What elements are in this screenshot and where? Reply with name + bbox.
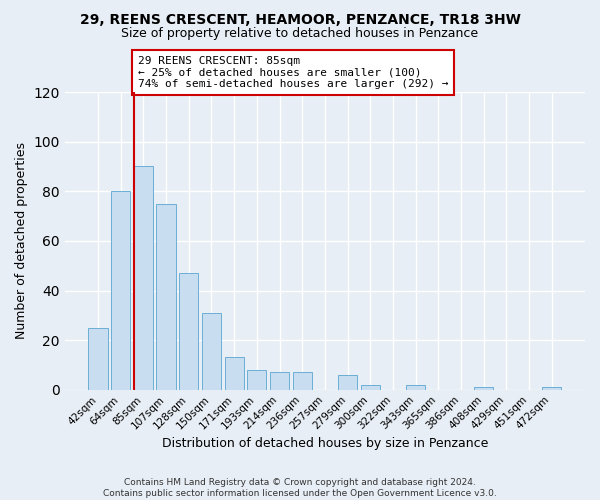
Bar: [474, 387, 493, 390]
Bar: [542, 387, 562, 390]
Text: 29, REENS CRESCENT, HEAMOOR, PENZANCE, TR18 3HW: 29, REENS CRESCENT, HEAMOOR, PENZANCE, T…: [80, 12, 520, 26]
Bar: [361, 385, 380, 390]
Text: 29 REENS CRESCENT: 85sqm
← 25% of detached houses are smaller (100)
74% of semi-: 29 REENS CRESCENT: 85sqm ← 25% of detach…: [137, 56, 448, 89]
Bar: [406, 385, 425, 390]
Bar: [247, 370, 266, 390]
Text: Contains HM Land Registry data © Crown copyright and database right 2024.
Contai: Contains HM Land Registry data © Crown c…: [103, 478, 497, 498]
Bar: [88, 328, 108, 390]
Bar: [157, 204, 176, 390]
Text: Size of property relative to detached houses in Penzance: Size of property relative to detached ho…: [121, 28, 479, 40]
Y-axis label: Number of detached properties: Number of detached properties: [15, 142, 28, 340]
Bar: [293, 372, 312, 390]
Bar: [111, 192, 130, 390]
Bar: [202, 313, 221, 390]
Bar: [224, 358, 244, 390]
X-axis label: Distribution of detached houses by size in Penzance: Distribution of detached houses by size …: [162, 437, 488, 450]
Bar: [338, 375, 357, 390]
Bar: [270, 372, 289, 390]
Bar: [134, 166, 153, 390]
Bar: [179, 273, 199, 390]
